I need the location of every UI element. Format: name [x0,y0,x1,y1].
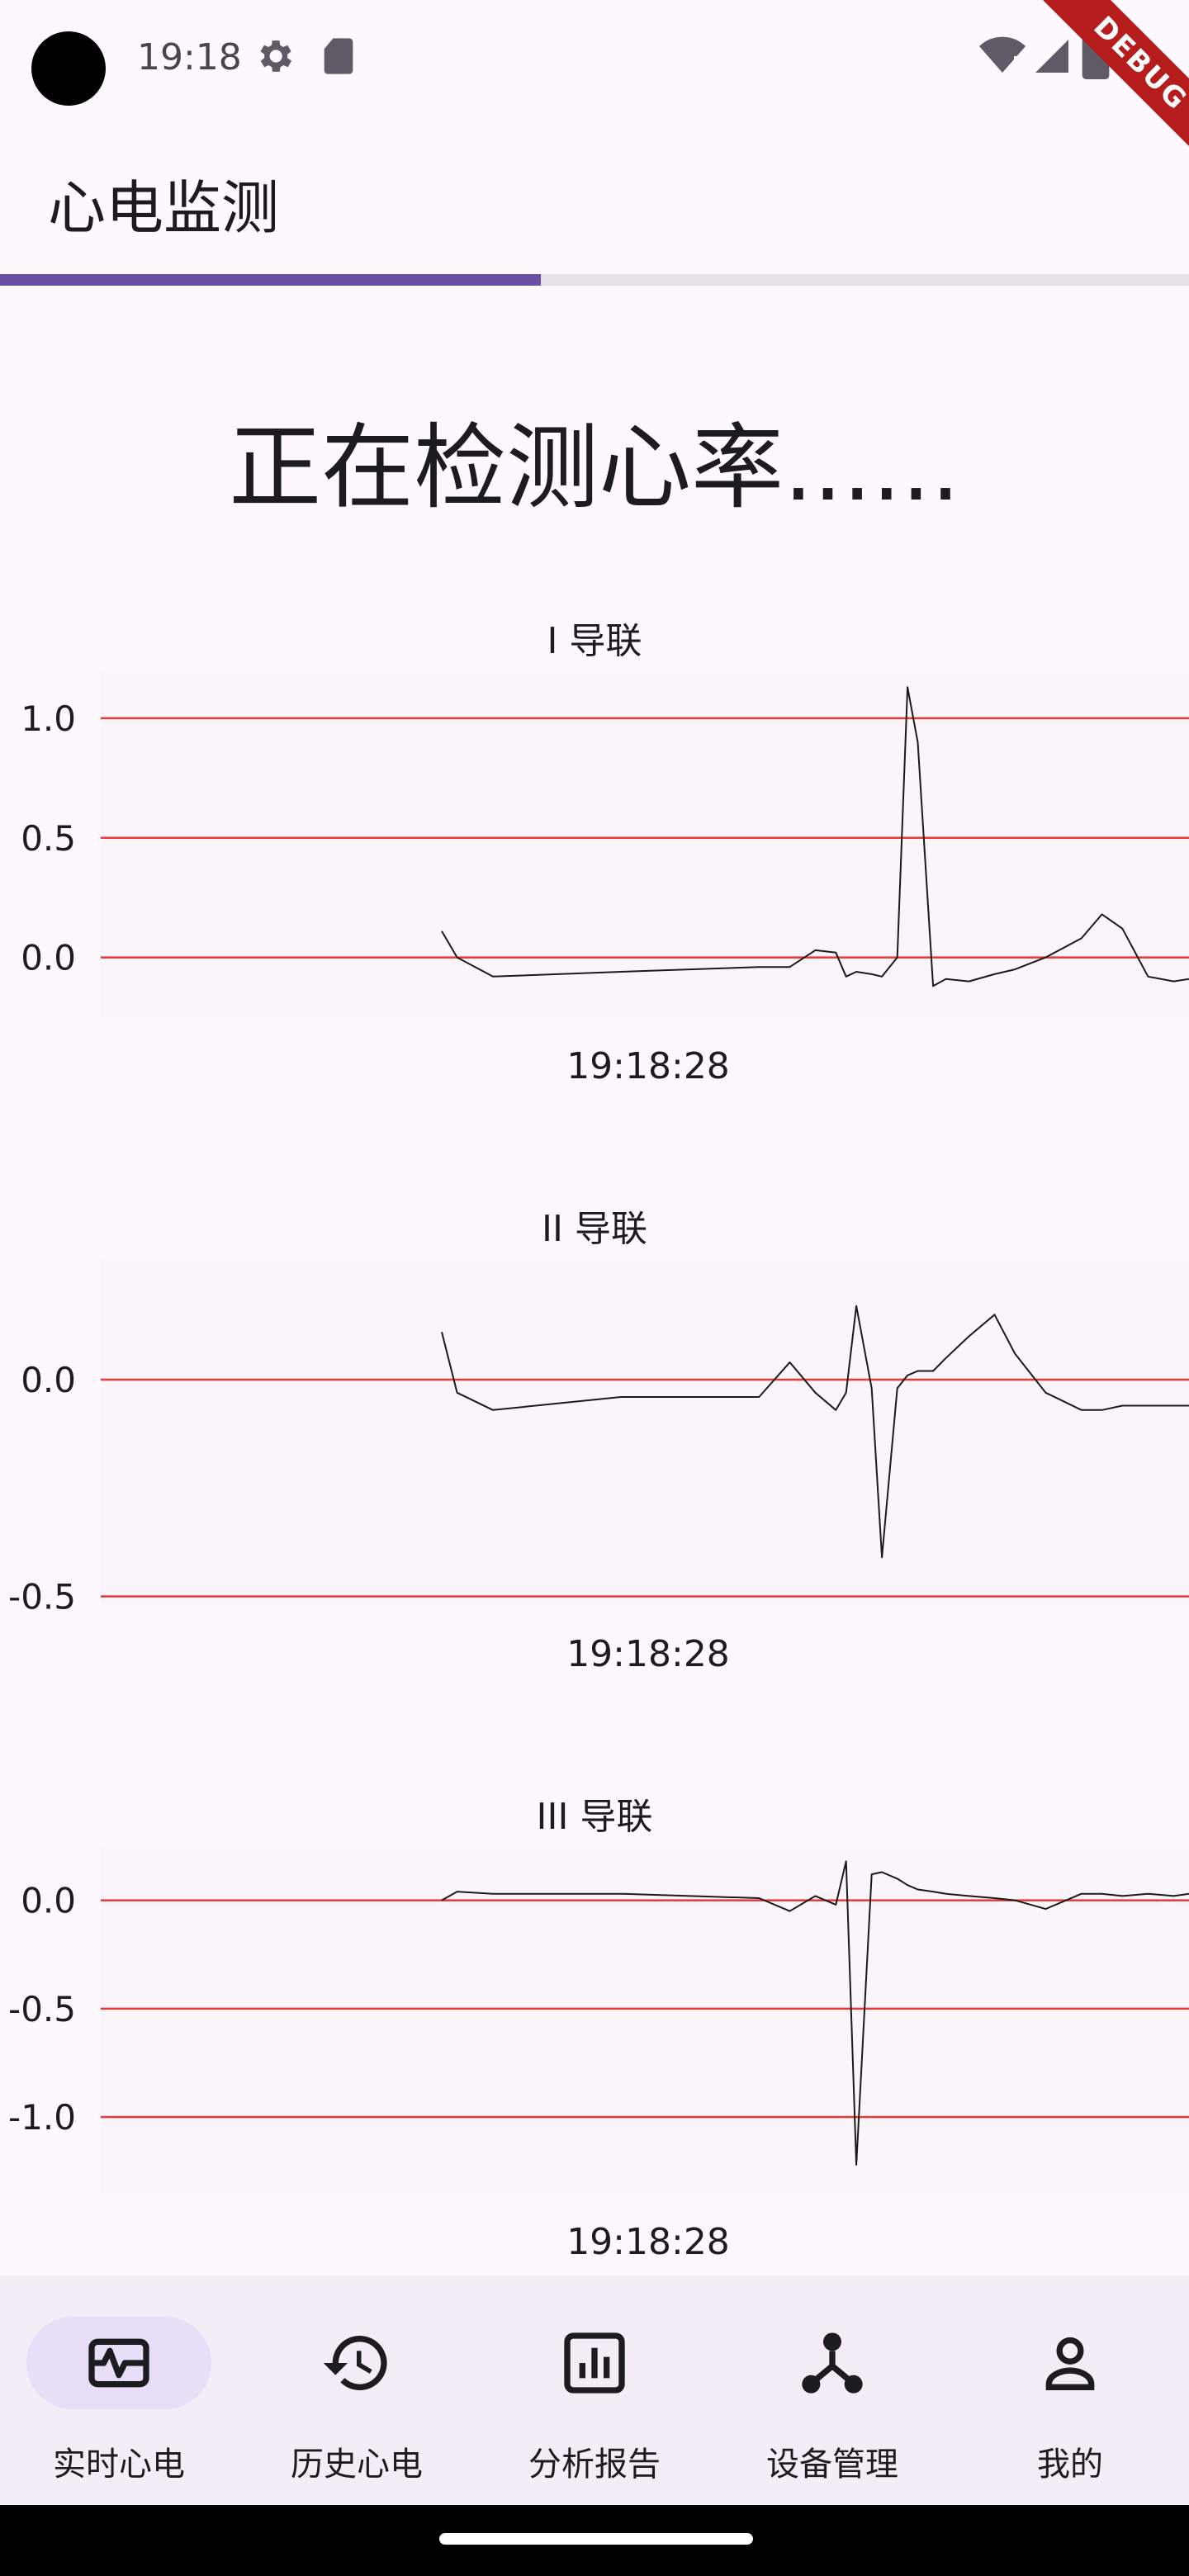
chart-time-label: 19:18:28 [566,1633,730,1675]
nav-item-device-management[interactable]: 设备管理 [713,2275,951,2505]
y-tick-label: -0.5 [8,1989,76,2029]
lead-iii-plot: 0.0 -0.5 -1.0 [8,1846,1189,2193]
status-time: 19:18 [137,36,242,78]
nav-indicator [26,2317,211,2409]
chart-title: III 导联 [536,1796,653,1838]
sd-card-icon [324,38,353,74]
nav-label: 历史心电 [291,2446,423,2484]
y-tick-label: 0.0 [21,1360,76,1400]
settings-icon [260,40,292,72]
monitor-heart-icon [88,2338,149,2388]
y-tick-label: 0.0 [21,938,76,978]
nav-item-history-ecg[interactable]: 历史心电 [238,2275,476,2505]
bar-chart-icon [564,2332,625,2394]
device-hub-icon [802,2332,863,2394]
nav-label: 我的 [1037,2446,1103,2484]
nav-label: 实时心电 [53,2446,185,2484]
chart-time-label: 19:18:28 [566,2221,730,2263]
lead-ii-plot: 0.0 -0.5 [8,1258,1189,1617]
ecg-trace [441,1305,1189,1559]
y-tick-label: -0.5 [8,1577,76,1617]
lead-i-plot: 1.0 0.5 0.0 [21,670,1189,1017]
signal-icon [1035,40,1068,73]
ecg-trace [441,686,1189,987]
page-title: 心电监测 [48,174,279,242]
y-tick-label: 1.0 [21,698,76,739]
ecg-trace [441,1860,1189,2166]
nav-item-analysis-report[interactable]: 分析报告 [476,2275,713,2505]
plot-area [101,670,1189,1017]
chart-time-label: 19:18:28 [566,1045,730,1087]
y-tick-label: -1.0 [8,2097,76,2138]
nav-item-profile[interactable]: 我的 [951,2275,1189,2505]
chart-title: II 导联 [542,1208,647,1250]
home-indicator[interactable] [439,2533,753,2545]
camera-cutout [31,31,106,106]
lead-i-chart: I 导联 1.0 0.5 0.0 19:18:28 [0,611,1189,1106]
person-icon [1045,2337,1095,2390]
wifi-icon [979,36,1026,73]
chart-title: I 导联 [547,620,642,662]
detection-status-heading: 正在检测心率...... [229,414,960,522]
nav-label: 设备管理 [766,2446,898,2484]
bottom-navigation: 实时心电 历史心电 分析报告 设备管理 我的 [0,2275,1189,2505]
plot-area [101,1258,1189,1605]
progress-bar [0,274,1189,286]
lead-ii-chart: II 导联 0.0 -0.5 19:18:28 [0,1199,1189,1694]
nav-label: 分析报告 [528,2446,661,2484]
nav-item-realtime-ecg[interactable]: 实时心电 [0,2275,238,2505]
system-navigation-bar [0,2505,1189,2576]
history-icon [323,2336,387,2390]
plot-area [101,1846,1189,2193]
y-tick-label: 0.0 [21,1881,76,1921]
lead-iii-chart: III 导联 0.0 -0.5 -1.0 19:18:28 [0,1787,1189,2282]
status-bar: 19:18 [0,0,1189,112]
progress-bar-fill [0,274,542,286]
y-tick-label: 0.5 [21,818,76,859]
